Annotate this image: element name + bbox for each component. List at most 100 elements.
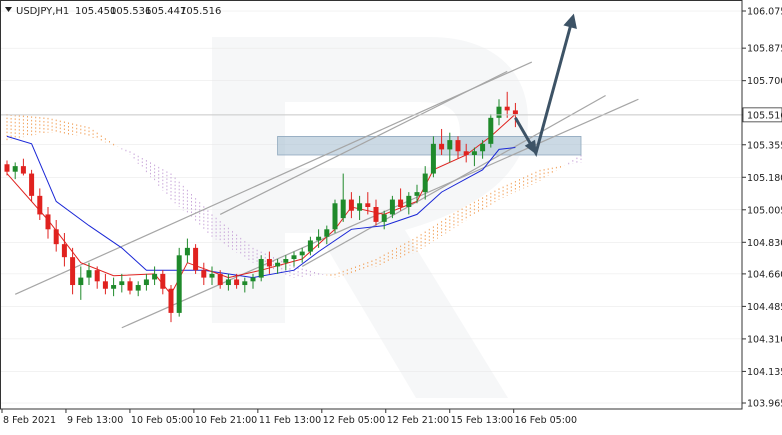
candle-body <box>398 199 404 207</box>
candle-body <box>422 173 428 193</box>
candlestick-series <box>4 91 518 323</box>
price-axis: 106.075 105.875 105.700 105.516 105.355 105.1… <box>742 7 782 410</box>
candle-body <box>193 247 199 271</box>
candle-body <box>381 214 387 222</box>
y-tick-label: 104.310 <box>747 334 782 345</box>
candle-body <box>201 270 207 278</box>
candle-body <box>406 195 412 207</box>
candle-body <box>61 244 67 258</box>
ohlc-close: 105.516 <box>180 6 221 17</box>
candle-body <box>389 199 395 215</box>
chart-frame <box>0 0 743 410</box>
candle-body <box>275 262 281 267</box>
trend-channel-line <box>219 70 508 215</box>
candle-body <box>217 273 223 286</box>
candle-body <box>291 255 297 260</box>
candle-body <box>168 288 174 313</box>
y-tick-label: 105.875 <box>747 44 782 55</box>
candle-body <box>340 199 346 219</box>
tenkan-sen-line <box>6 113 516 296</box>
candle-body <box>225 279 231 286</box>
candle-body <box>307 240 313 252</box>
x-tick-label: 12 Feb 05:00 <box>323 415 385 426</box>
candle-body <box>86 270 92 278</box>
arrow-head-up-icon <box>563 13 577 29</box>
candle-body <box>266 259 272 267</box>
candle-body <box>512 110 518 115</box>
candle-body <box>160 273 166 289</box>
candle-body <box>29 173 35 196</box>
candle-body <box>37 195 43 215</box>
x-tick-label: 12 Feb 21:00 <box>387 415 449 426</box>
y-tick-label: 104.135 <box>747 367 782 378</box>
ohlc-high: 105.536 <box>110 6 151 17</box>
x-tick-label: 9 Feb 13:00 <box>67 415 123 426</box>
candle-body <box>471 151 477 155</box>
arrow-head-down-icon <box>524 139 537 155</box>
candle-body <box>45 214 51 230</box>
y-tick-label: 104.830 <box>747 238 782 249</box>
candle-body <box>78 277 84 286</box>
candle-body <box>143 279 149 286</box>
candle-body <box>414 192 420 196</box>
candle-body <box>152 273 158 280</box>
candle-body <box>209 273 215 278</box>
price-tag <box>742 107 782 123</box>
x-tick-label: 10 Feb 05:00 <box>131 415 193 426</box>
candle-body <box>480 143 486 152</box>
x-tick-label: 16 Feb 05:00 <box>515 415 577 426</box>
x-tick-label: 8 Feb 2021 <box>3 415 56 426</box>
y-tick-label: 105.355 <box>747 140 782 151</box>
y-tick-label: 105.005 <box>747 205 782 216</box>
chart-header: USDJPY,H1 105.450 105.536 105.447 105.51… <box>5 6 221 17</box>
candle-body <box>316 236 322 241</box>
trend-channel-line <box>301 95 606 267</box>
candle-body <box>373 207 379 222</box>
candle-body <box>365 203 371 207</box>
candle-body <box>488 117 494 144</box>
y-tick-label: 104.485 <box>747 302 782 313</box>
ichimoku-lines <box>6 113 516 296</box>
candle-body <box>496 106 502 118</box>
candle-body <box>283 259 289 263</box>
candle-body <box>455 140 461 152</box>
candle-body <box>299 251 305 256</box>
candle-body <box>94 270 100 282</box>
ohlc-open: 105.450 <box>75 6 116 17</box>
symbol-label: USDJPY,H1 <box>16 6 69 17</box>
plot-border <box>0 0 743 410</box>
candle-body <box>20 166 26 174</box>
candle-body <box>234 279 240 286</box>
candle-body <box>53 229 59 245</box>
support-zone <box>277 136 582 156</box>
candle-body <box>119 281 125 286</box>
candle-body <box>463 151 469 155</box>
y-tick-label: 105.180 <box>747 173 782 184</box>
x-tick-label: 11 Feb 13:00 <box>259 415 321 426</box>
candle-body <box>111 285 117 289</box>
candle-body <box>242 281 248 286</box>
candle-body <box>70 257 76 286</box>
ohlc-low: 105.447 <box>145 6 186 17</box>
candle-body <box>504 106 510 111</box>
candle-body <box>324 229 330 237</box>
candle-body <box>135 285 141 291</box>
y-tick-label: 103.965 <box>747 399 782 410</box>
y-tick-label: 104.660 <box>747 269 782 280</box>
y-tick-label: 105.516 <box>747 110 782 121</box>
y-tick-label: 105.700 <box>747 76 782 87</box>
candle-body <box>348 199 354 211</box>
x-tick-label: 10 Feb 21:00 <box>195 415 257 426</box>
candle-body <box>127 281 133 291</box>
candle-body <box>176 255 182 313</box>
x-tick-label: 15 Feb 13:00 <box>451 415 513 426</box>
dropdown-triangle-icon[interactable] <box>5 7 12 12</box>
y-tick-label: 106.075 <box>747 7 782 18</box>
candle-body <box>12 166 18 172</box>
time-axis: 8 Feb 2021 9 Feb 13:00 10 Feb 05:00 10 Feb … <box>1 409 577 426</box>
candle-body <box>439 143 445 150</box>
kijun-sen-line <box>6 135 516 279</box>
